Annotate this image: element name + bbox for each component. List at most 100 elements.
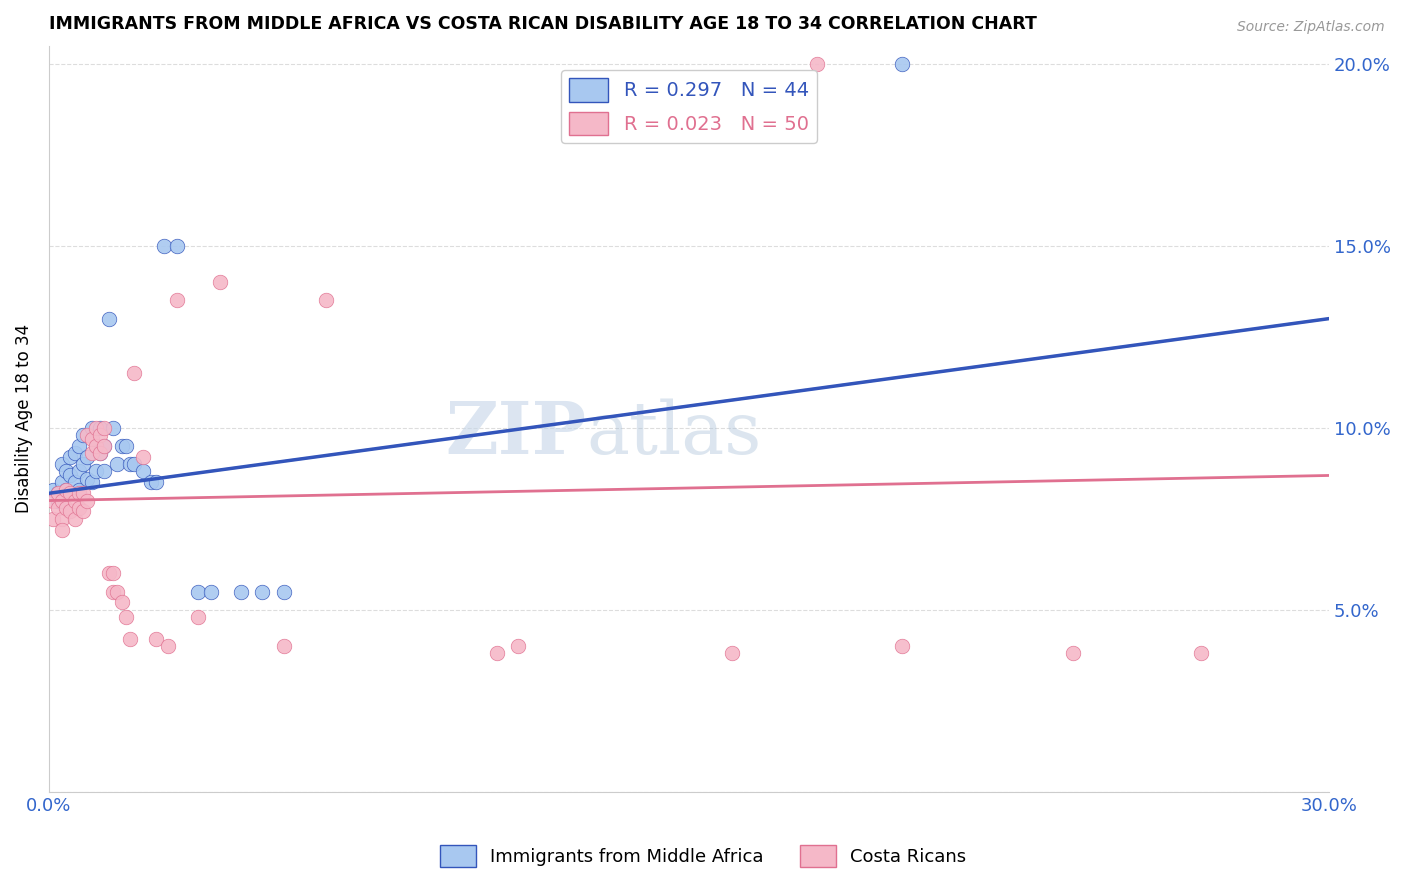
Point: [67, 486, 90, 500]
Point: [42, 493, 65, 508]
Point: [486, 647, 509, 661]
Point: [806, 57, 828, 71]
Point: [1189, 647, 1212, 661]
Point: [273, 584, 295, 599]
Point: [55, 483, 77, 497]
Point: [229, 584, 252, 599]
Point: [46, 486, 69, 500]
Point: [187, 610, 209, 624]
Point: [59, 486, 82, 500]
Point: [76, 450, 98, 464]
Point: [101, 566, 124, 581]
Point: [67, 483, 90, 497]
Point: [89, 446, 111, 460]
Legend: Immigrants from Middle Africa, Costa Ricans: Immigrants from Middle Africa, Costa Ric…: [433, 838, 973, 874]
Point: [132, 465, 155, 479]
Point: [124, 366, 146, 380]
Point: [187, 584, 209, 599]
Point: [72, 504, 94, 518]
Point: [51, 523, 73, 537]
Point: [208, 275, 231, 289]
Point: [145, 475, 167, 490]
Point: [59, 450, 82, 464]
Point: [84, 439, 107, 453]
Point: [166, 293, 188, 308]
Point: [315, 293, 337, 308]
Point: [76, 472, 98, 486]
Point: [101, 584, 124, 599]
Text: ZIP: ZIP: [446, 398, 586, 469]
Point: [84, 465, 107, 479]
Point: [118, 457, 141, 471]
Point: [42, 483, 65, 497]
Point: [132, 450, 155, 464]
Point: [76, 493, 98, 508]
Point: [89, 446, 111, 460]
Point: [63, 446, 86, 460]
Point: [84, 439, 107, 453]
Point: [72, 486, 94, 500]
Point: [67, 500, 90, 515]
Point: [72, 428, 94, 442]
Point: [105, 457, 128, 471]
Point: [101, 421, 124, 435]
Point: [55, 483, 77, 497]
Text: Source: ZipAtlas.com: Source: ZipAtlas.com: [1237, 20, 1385, 34]
Point: [42, 512, 65, 526]
Point: [84, 421, 107, 435]
Point: [157, 639, 180, 653]
Point: [114, 439, 136, 453]
Point: [51, 493, 73, 508]
Point: [46, 500, 69, 515]
Point: [93, 439, 115, 453]
Y-axis label: Disability Age 18 to 34: Disability Age 18 to 34: [15, 324, 32, 513]
Point: [51, 512, 73, 526]
Text: IMMIGRANTS FROM MIDDLE AFRICA VS COSTA RICAN DISABILITY AGE 18 TO 34 CORRELATION: IMMIGRANTS FROM MIDDLE AFRICA VS COSTA R…: [49, 15, 1036, 33]
Point: [252, 584, 274, 599]
Point: [508, 639, 530, 653]
Point: [59, 468, 82, 483]
Point: [93, 421, 115, 435]
Point: [124, 457, 146, 471]
Point: [118, 632, 141, 646]
Point: [273, 639, 295, 653]
Point: [80, 421, 103, 435]
Point: [46, 493, 69, 508]
Point: [110, 439, 132, 453]
Point: [93, 439, 115, 453]
Point: [80, 475, 103, 490]
Point: [110, 595, 132, 609]
Point: [89, 421, 111, 435]
Point: [720, 647, 742, 661]
Point: [153, 239, 176, 253]
Point: [51, 475, 73, 490]
Point: [46, 486, 69, 500]
Point: [63, 512, 86, 526]
Text: atlas: atlas: [586, 399, 762, 469]
Point: [72, 457, 94, 471]
Point: [114, 610, 136, 624]
Point: [1062, 647, 1084, 661]
Point: [891, 639, 914, 653]
Point: [51, 457, 73, 471]
Point: [200, 584, 222, 599]
Point: [63, 493, 86, 508]
Point: [80, 446, 103, 460]
Point: [93, 465, 115, 479]
Point: [59, 504, 82, 518]
Legend: R = 0.297   N = 44, R = 0.023   N = 50: R = 0.297 N = 44, R = 0.023 N = 50: [561, 70, 817, 143]
Point: [63, 475, 86, 490]
Point: [141, 475, 163, 490]
Point: [97, 566, 120, 581]
Point: [166, 239, 188, 253]
Point: [76, 428, 98, 442]
Point: [55, 465, 77, 479]
Point: [67, 465, 90, 479]
Point: [97, 311, 120, 326]
Point: [89, 428, 111, 442]
Point: [891, 57, 914, 71]
Point: [80, 432, 103, 446]
Point: [55, 500, 77, 515]
Point: [105, 584, 128, 599]
Point: [67, 439, 90, 453]
